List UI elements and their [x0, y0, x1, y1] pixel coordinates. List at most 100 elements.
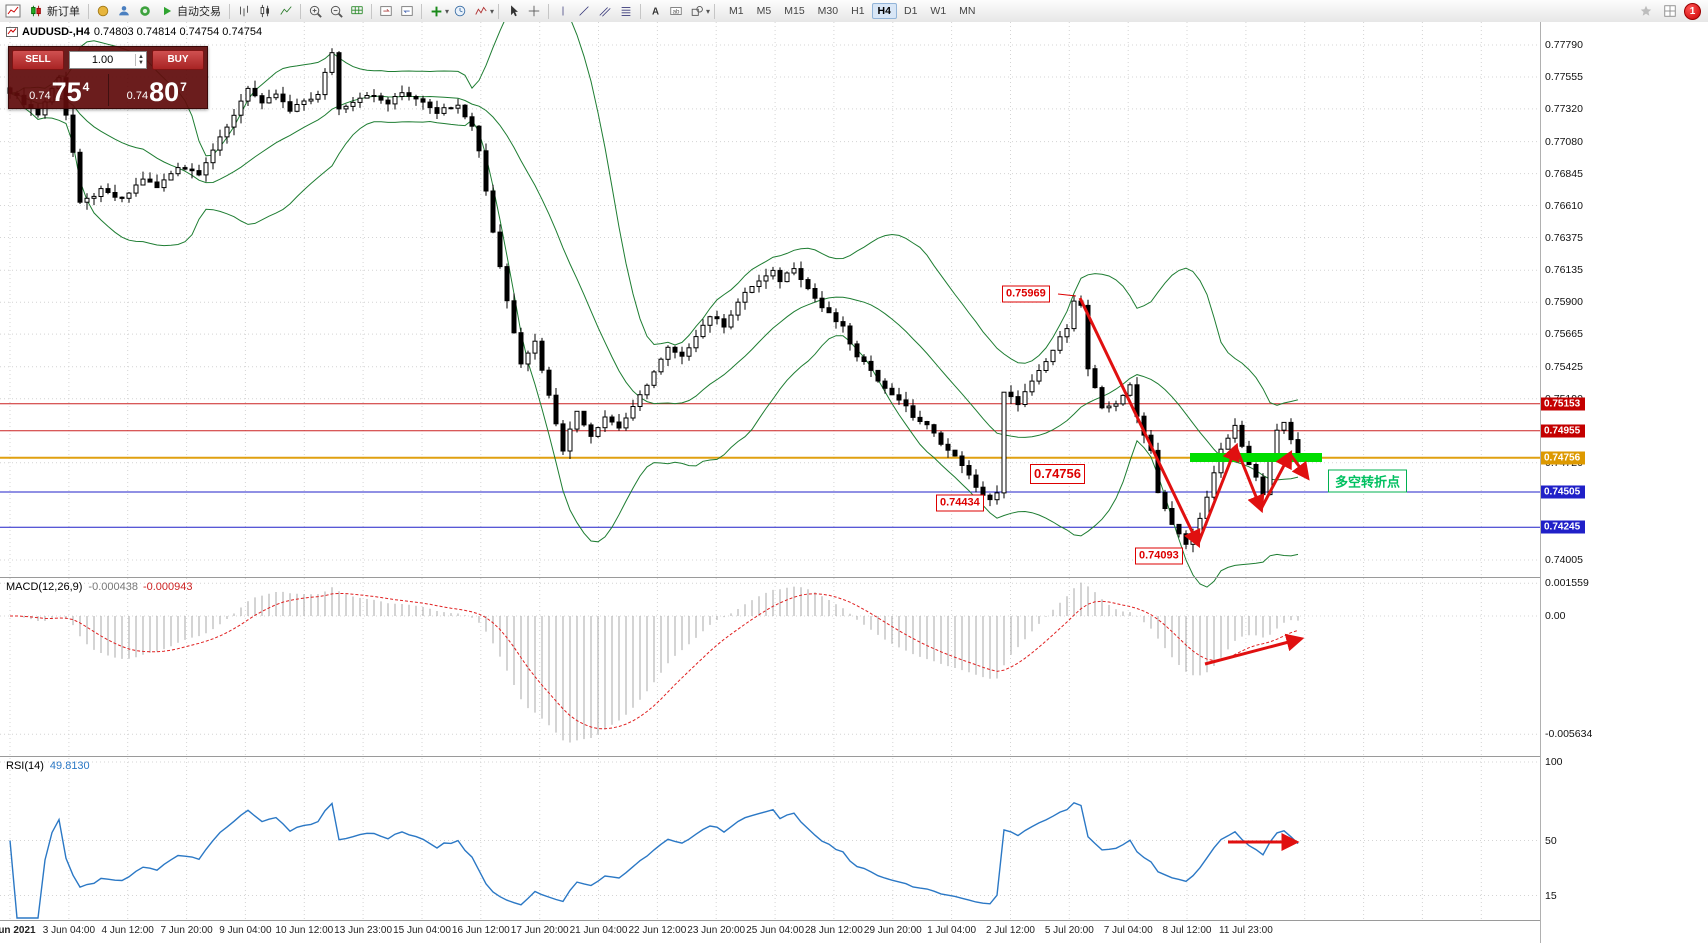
time-tick: 3 Jun 2021	[0, 925, 36, 936]
favorites-icon[interactable]	[1636, 2, 1656, 20]
price-callout[interactable]: 0.74434	[936, 494, 984, 512]
buy-price[interactable]: 0.74 80 7	[109, 79, 206, 106]
price-axis[interactable]: 0.77790 0.77555 0.77320 0.77080 0.76845 0.766…	[1540, 22, 1708, 943]
volume-down-icon[interactable]: ▼	[138, 59, 144, 66]
rsi-label: RSI(14) 49.8130	[6, 760, 90, 772]
indicators-icon[interactable]	[471, 2, 491, 20]
zoom-out-icon[interactable]	[326, 2, 346, 20]
macd-name: MACD(12,26,9)	[6, 581, 83, 593]
buy-button[interactable]: BUY	[152, 49, 204, 70]
timeframe-h4[interactable]: H4	[871, 3, 897, 19]
panel-separator[interactable]	[0, 920, 1708, 921]
price-divider	[107, 74, 109, 106]
price-tick: 0.75665	[1545, 328, 1583, 341]
layout-icon[interactable]	[1660, 2, 1680, 20]
channel-tool-icon[interactable]	[595, 2, 615, 20]
timeframe-h1[interactable]: H1	[851, 5, 865, 17]
fibonacci-tool-icon[interactable]	[616, 2, 636, 20]
macd-tick: -0.005634	[1545, 728, 1593, 741]
community-icon[interactable]	[135, 2, 155, 20]
timeframe-m1[interactable]: M1	[729, 5, 744, 17]
price-level-tag: 0.74245	[1541, 520, 1586, 534]
svg-text:ab: ab	[673, 8, 680, 15]
macd-tick: 0.00	[1545, 610, 1566, 622]
crosshair-tool-icon[interactable]	[524, 2, 544, 20]
vertical-line-tool-icon[interactable]	[553, 2, 573, 20]
algo-trading-icon	[160, 2, 174, 20]
time-tick: 7 Jun 20:00	[160, 925, 213, 936]
timeframe-m5[interactable]: M5	[756, 5, 772, 17]
buy-price-big: 80	[149, 77, 180, 107]
time-tick: 9 Jun 04:00	[219, 925, 272, 936]
auto-scroll-icon[interactable]	[397, 2, 417, 20]
time-tick: 25 Jun 04:00	[746, 925, 805, 936]
timeframe-m15[interactable]: M15	[784, 5, 805, 17]
rsi-tick: 100	[1545, 756, 1563, 768]
price-tick: 0.76610	[1545, 199, 1583, 212]
panel-separator[interactable]	[0, 756, 1708, 757]
price-tick: 0.76845	[1545, 167, 1583, 180]
panel-separator[interactable]	[0, 577, 1708, 578]
turning-point-highlight[interactable]	[1190, 453, 1322, 462]
grid-icon[interactable]	[347, 2, 367, 20]
shift-end-icon[interactable]	[376, 2, 396, 20]
sell-price[interactable]: 0.74 75 4	[11, 79, 108, 106]
timeframe-m30[interactable]: M30	[817, 5, 839, 17]
sell-price-sup: 4	[82, 80, 90, 94]
volume-input[interactable]	[70, 52, 136, 67]
notification-badge[interactable]: 1	[1684, 2, 1701, 20]
rsi-value: 49.8130	[49, 760, 90, 772]
symbol-header: AUDUSD-,H4 0.74803 0.74814 0.74754 0.747…	[6, 26, 262, 38]
indicators-caret[interactable]: ▾	[490, 6, 495, 16]
trendline-tool-icon[interactable]	[574, 2, 594, 20]
chart-window-icon	[3, 2, 23, 20]
profile-icon[interactable]	[114, 2, 134, 20]
timeframe-mn[interactable]: MN	[959, 5, 976, 17]
buy-price-prefix: 0.74	[126, 90, 149, 102]
zoom-in-icon[interactable]	[305, 2, 325, 20]
market-icon[interactable]	[93, 2, 113, 20]
one-click-trading-panel: SELL ▲▼ BUY 0.74 75 4 0.74 80 7	[8, 46, 208, 109]
timeframe-d1[interactable]: D1	[903, 5, 918, 17]
periods-icon[interactable]	[450, 2, 470, 20]
line-chart-icon[interactable]	[276, 2, 296, 20]
add-indicator-caret[interactable]: ▾	[445, 6, 450, 16]
chart-area: 0.77790 0.77555 0.77320 0.77080 0.76845 0.766…	[0, 22, 1708, 943]
timeframe-w1[interactable]: W1	[930, 5, 947, 17]
macd-label: MACD(12,26,9) -0.000438 -0.000943	[6, 581, 193, 593]
shapes-caret[interactable]: ▾	[706, 6, 711, 16]
price-callout[interactable]: 0.74756	[1030, 464, 1085, 484]
price-callout[interactable]: 0.75969	[1002, 285, 1050, 303]
bar-chart-icon[interactable]	[234, 2, 254, 20]
label-tool-icon[interactable]: ab	[666, 2, 686, 20]
volume-field[interactable]: ▲▼	[69, 50, 147, 69]
algo-trading-button[interactable]: 自动交易	[156, 2, 225, 20]
add-indicator-icon[interactable]	[426, 2, 446, 20]
time-tick: 1 Jul 04:00	[927, 925, 977, 936]
new-order-button[interactable]: 新订单	[24, 2, 84, 20]
price-callout[interactable]: 0.74093	[1135, 547, 1183, 565]
sell-button[interactable]: SELL	[12, 49, 64, 70]
volume-up-icon[interactable]: ▲	[138, 53, 144, 60]
text-tool-icon[interactable]: A	[645, 2, 665, 20]
candle-chart-icon[interactable]	[255, 2, 275, 20]
symbol-title: AUDUSD-,H4	[22, 26, 90, 38]
time-tick: 7 Jul 04:00	[1103, 925, 1153, 936]
buy-price-sup: 7	[180, 80, 187, 94]
price-level-tag: 0.74756	[1541, 451, 1586, 465]
turning-point-note[interactable]: 多空转折点	[1328, 469, 1408, 493]
toolbar-separator	[714, 3, 716, 19]
time-tick: 5 Jul 20:00	[1044, 925, 1094, 936]
ohlc-values: 0.74803 0.74814 0.74754 0.74754	[93, 26, 263, 38]
timeframe-group: M1 M5 M15 M30 H1 H4 D1 W1 MN	[723, 3, 981, 19]
chart-canvas[interactable]	[0, 22, 1540, 943]
price-tick: 0.77555	[1545, 71, 1583, 83]
shapes-tool-icon[interactable]	[687, 2, 707, 20]
volume-stepper[interactable]: ▲ ▼	[135, 53, 146, 66]
sell-price-big: 75	[51, 77, 82, 107]
toolbar-right-group: 1	[1636, 2, 1705, 20]
rsi-tick: 15	[1545, 889, 1557, 902]
cursor-tool-icon[interactable]	[503, 2, 523, 20]
trend-arrows[interactable]	[1078, 297, 1310, 851]
